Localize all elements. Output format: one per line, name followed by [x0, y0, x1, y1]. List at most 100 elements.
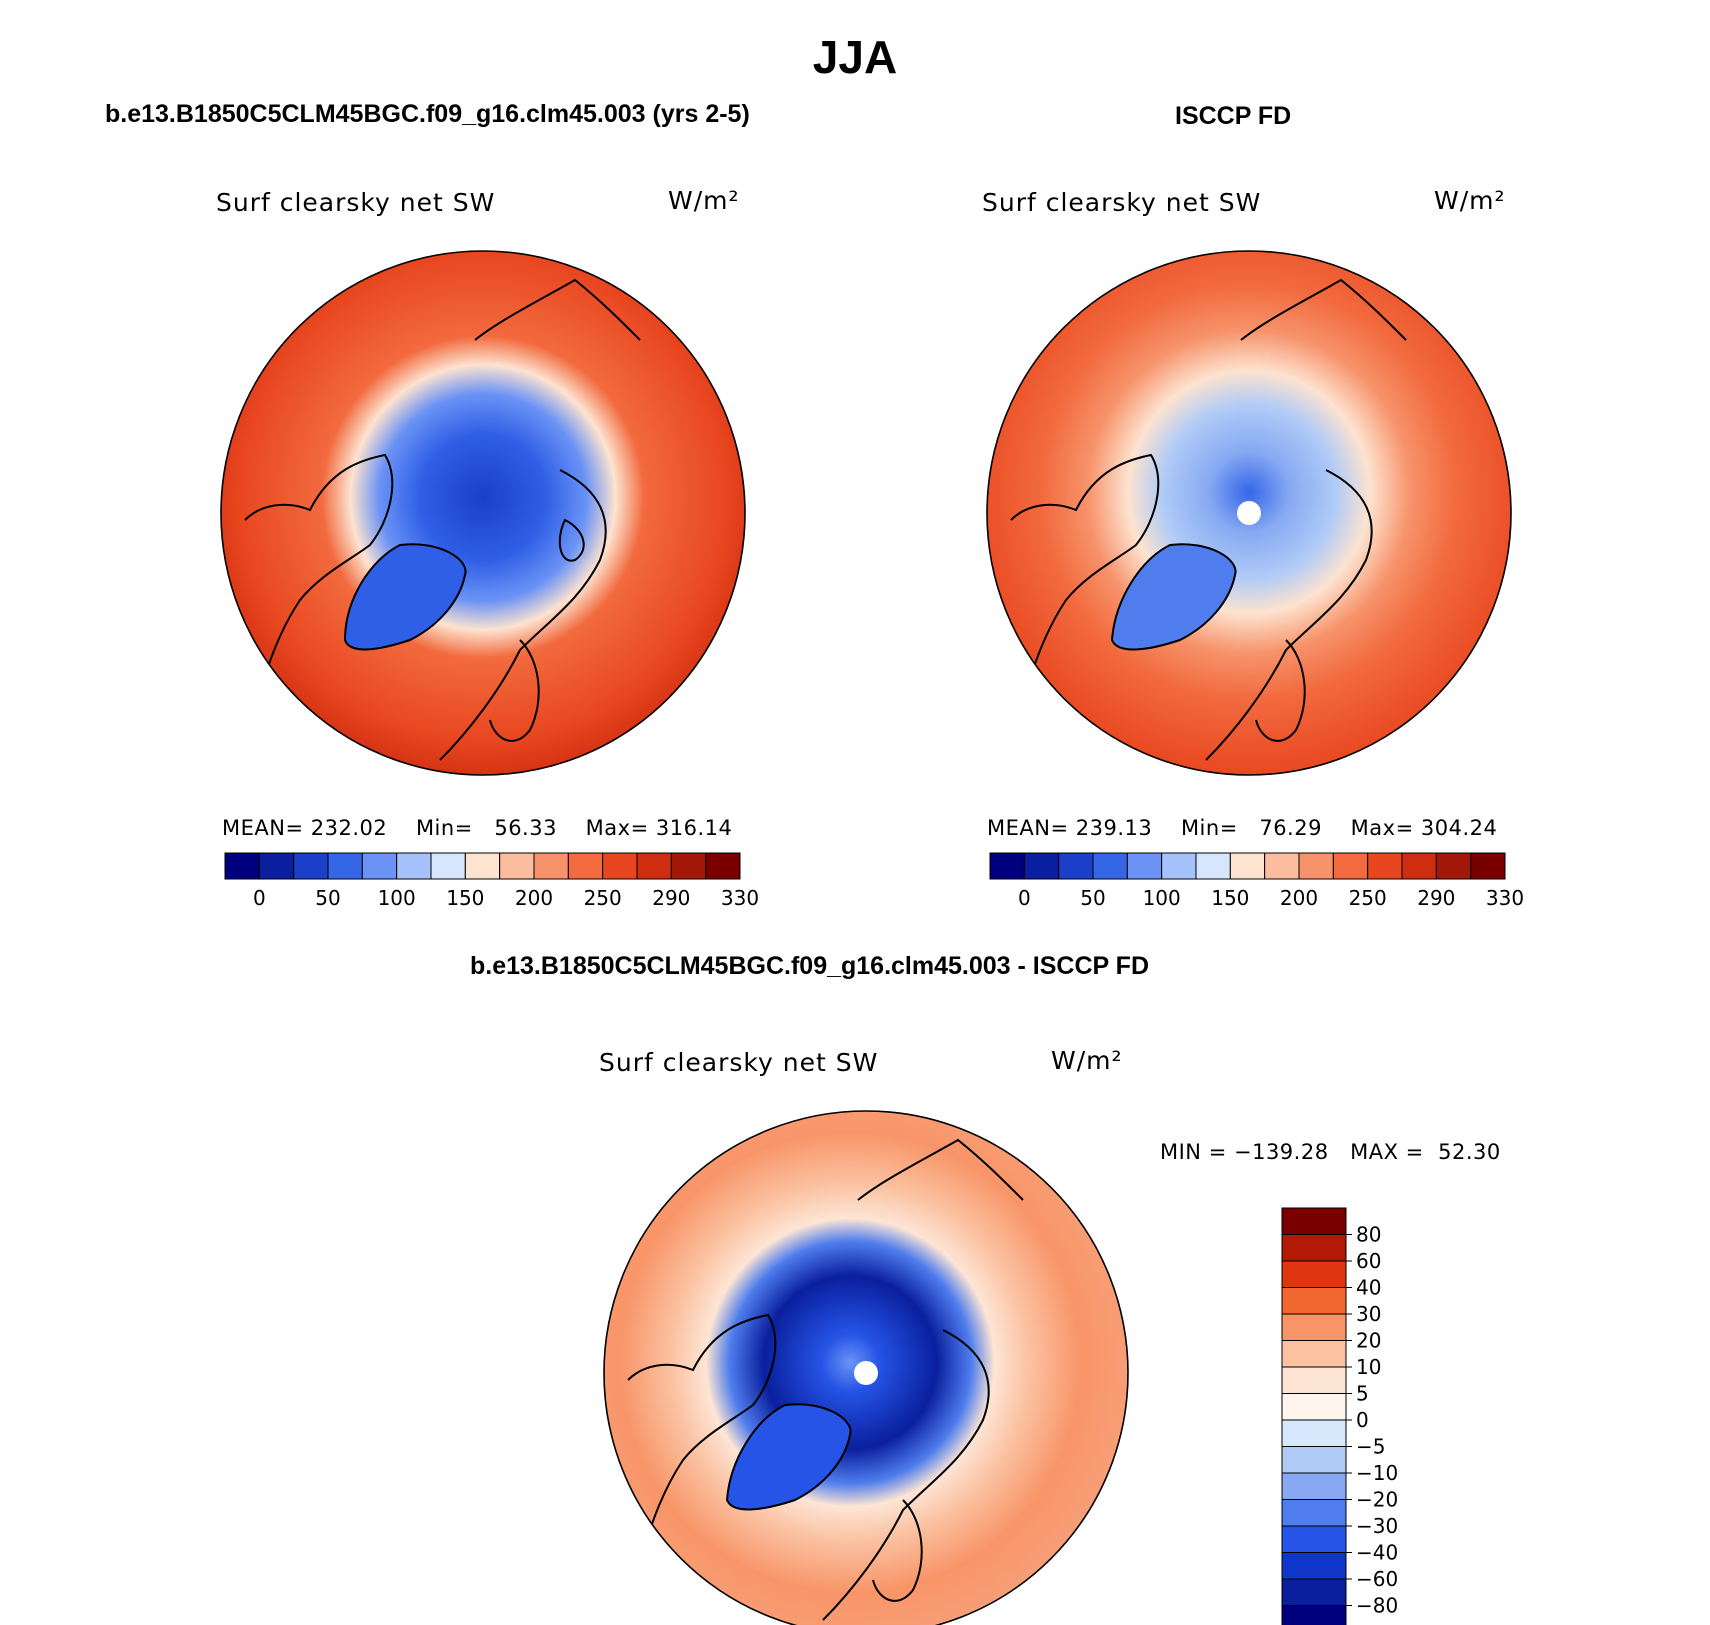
diff-colorbar-box-15 — [1281, 1605, 1347, 1625]
model-svalbard-coast — [558, 518, 585, 562]
diff-colorbar-tick-label: −80 — [1356, 1594, 1398, 1618]
obs-map-border — [986, 250, 1512, 776]
model-scandinavia-coast — [489, 639, 540, 742]
model-stats: MEAN= 232.02 Min= 56.33 Max= 316.14 — [222, 816, 732, 840]
diff-units-label: W/m² — [1051, 1046, 1123, 1075]
obs-colorbar-box-2 — [1058, 852, 1094, 880]
diff-colorbar-box-4 — [1281, 1313, 1347, 1341]
obs-colorbar-box-10 — [1332, 852, 1369, 880]
model-colorbar-tick-label: 290 — [652, 886, 690, 910]
diff-colorbar-tick-label: −60 — [1356, 1567, 1398, 1591]
diff-colorbar-tick-label: −40 — [1356, 1541, 1398, 1565]
diff-colorbar-tick-label: 20 — [1356, 1329, 1381, 1353]
diff-colorbar-box-12 — [1281, 1525, 1347, 1553]
model-min-value: 56.33 — [494, 816, 557, 840]
model-units-label: W/m² — [668, 186, 740, 215]
obs-panel-title: ISCCP FD — [1175, 102, 1292, 130]
diff-colorbar-tick-label: 30 — [1356, 1302, 1381, 1326]
obs-mean-value: 239.13 — [1075, 816, 1153, 840]
obs-colorbar-tick-label: 100 — [1143, 886, 1181, 910]
model-colorbar-box-2 — [293, 852, 329, 880]
obs-units-label: W/m² — [1434, 186, 1506, 215]
diff-variable-label: Surf clearsky net SW — [599, 1048, 879, 1077]
model-colorbar-box-8 — [499, 852, 535, 880]
model-colorbar-box-13 — [670, 852, 707, 880]
diff-colorbar-box-14 — [1281, 1578, 1347, 1606]
model-colorbar-box-0 — [224, 852, 260, 880]
obs-max-value: 304.24 — [1420, 816, 1498, 840]
diff-colorbar-box-5 — [1281, 1340, 1347, 1368]
diff-colorbar-box-6 — [1281, 1366, 1347, 1394]
obs-mean-label: MEAN= — [987, 816, 1069, 840]
model-colorbar-box-7 — [464, 852, 501, 880]
figure-title: JJA — [812, 31, 898, 83]
diff-colorbar-box-0 — [1281, 1207, 1347, 1235]
model-map-border — [220, 250, 746, 776]
obs-colorbar-box-6 — [1195, 852, 1231, 880]
diff-map-border — [603, 1110, 1129, 1625]
diff-colorbar-box-7 — [1281, 1393, 1347, 1421]
obs-colorbar-box-8 — [1264, 852, 1300, 880]
obs-north-america-coast — [1010, 453, 1160, 691]
obs-polar-hole — [1237, 501, 1261, 525]
diff-colorbar-tick-label: 80 — [1356, 1223, 1381, 1247]
diff-polar-hole — [854, 1361, 878, 1385]
obs-colorbar-box-4 — [1126, 852, 1163, 880]
model-mean-label: MEAN= — [222, 816, 304, 840]
obs-colorbar-box-11 — [1367, 852, 1403, 880]
obs-polar-map — [986, 250, 1512, 776]
model-north-america-coast — [244, 453, 394, 691]
obs-colorbar-box-12 — [1401, 852, 1437, 880]
model-mean-value: 232.02 — [310, 816, 388, 840]
diff-min-label: MIN = — [1160, 1140, 1227, 1164]
model-colorbar-box-4 — [361, 852, 398, 880]
obs-scandinavia-coast — [1255, 639, 1306, 742]
model-colorbar-tick-label: 330 — [721, 886, 759, 910]
model-colorbar-box-9 — [533, 852, 569, 880]
model-colorbar-tick-label: 0 — [253, 886, 266, 910]
model-greenland-coast — [343, 543, 467, 651]
model-polar-map — [220, 250, 746, 776]
diff-colorbar-tick-label: −5 — [1356, 1435, 1385, 1459]
diff-panel-title: b.e13.B1850C5CLM45BGC.f09_g16.clm45.003 … — [470, 952, 1150, 980]
model-max-value: 316.14 — [655, 816, 733, 840]
model-colorbar-box-12 — [636, 852, 672, 880]
obs-stats: MEAN= 239.13 Min= 76.29 Max= 304.24 — [987, 816, 1497, 840]
diff-colorbar-tick-label: −20 — [1356, 1488, 1398, 1512]
model-colorbar: 0 50 100 150 200 250 290 330 — [224, 852, 759, 910]
diff-colorbar-box-8 — [1281, 1419, 1347, 1447]
model-colorbar-box-3 — [327, 852, 363, 880]
diff-colorbar-box-3 — [1281, 1287, 1347, 1315]
obs-colorbar-tick-label: 290 — [1417, 886, 1455, 910]
model-colorbar-box-11 — [602, 852, 638, 880]
diff-colorbar-tick-label: 5 — [1356, 1382, 1369, 1406]
obs-colorbar-tick-label: 330 — [1486, 886, 1524, 910]
obs-colorbar-box-13 — [1435, 852, 1472, 880]
obs-min-value: 76.29 — [1259, 816, 1322, 840]
diff-colorbar-tick-label: 0 — [1356, 1408, 1369, 1432]
diff-colorbar-tick-label: −10 — [1356, 1461, 1398, 1485]
obs-colorbar-tick-label: 0 — [1018, 886, 1031, 910]
obs-colorbar-box-1 — [1023, 852, 1060, 880]
model-panel-title: b.e13.B1850C5CLM45BGC.f09_g16.clm45.003 … — [105, 100, 750, 128]
diff-colorbar-box-1 — [1281, 1234, 1347, 1262]
obs-greenland-coast — [1110, 543, 1237, 651]
diff-colorbar-tick-label: 10 — [1356, 1355, 1381, 1379]
model-colorbar-tick-label: 250 — [584, 886, 622, 910]
model-colorbar-box-6 — [430, 852, 466, 880]
obs-variable-label: Surf clearsky net SW — [982, 188, 1262, 217]
diff-greenland-coast — [725, 1403, 852, 1511]
diff-colorbar-box-11 — [1281, 1499, 1347, 1527]
obs-colorbar-box-7 — [1229, 852, 1266, 880]
obs-max-label: Max= — [1350, 816, 1414, 840]
obs-colorbar-box-3 — [1092, 852, 1128, 880]
model-colorbar-tick-label: 200 — [515, 886, 553, 910]
diff-colorbar-box-9 — [1281, 1446, 1347, 1474]
obs-colorbar-tick-label: 50 — [1080, 886, 1105, 910]
model-colorbar-box-5 — [396, 852, 432, 880]
diff-scandinavia-coast — [872, 1499, 923, 1602]
diff-colorbar-box-13 — [1281, 1552, 1347, 1580]
model-colorbar-box-14 — [705, 852, 741, 880]
